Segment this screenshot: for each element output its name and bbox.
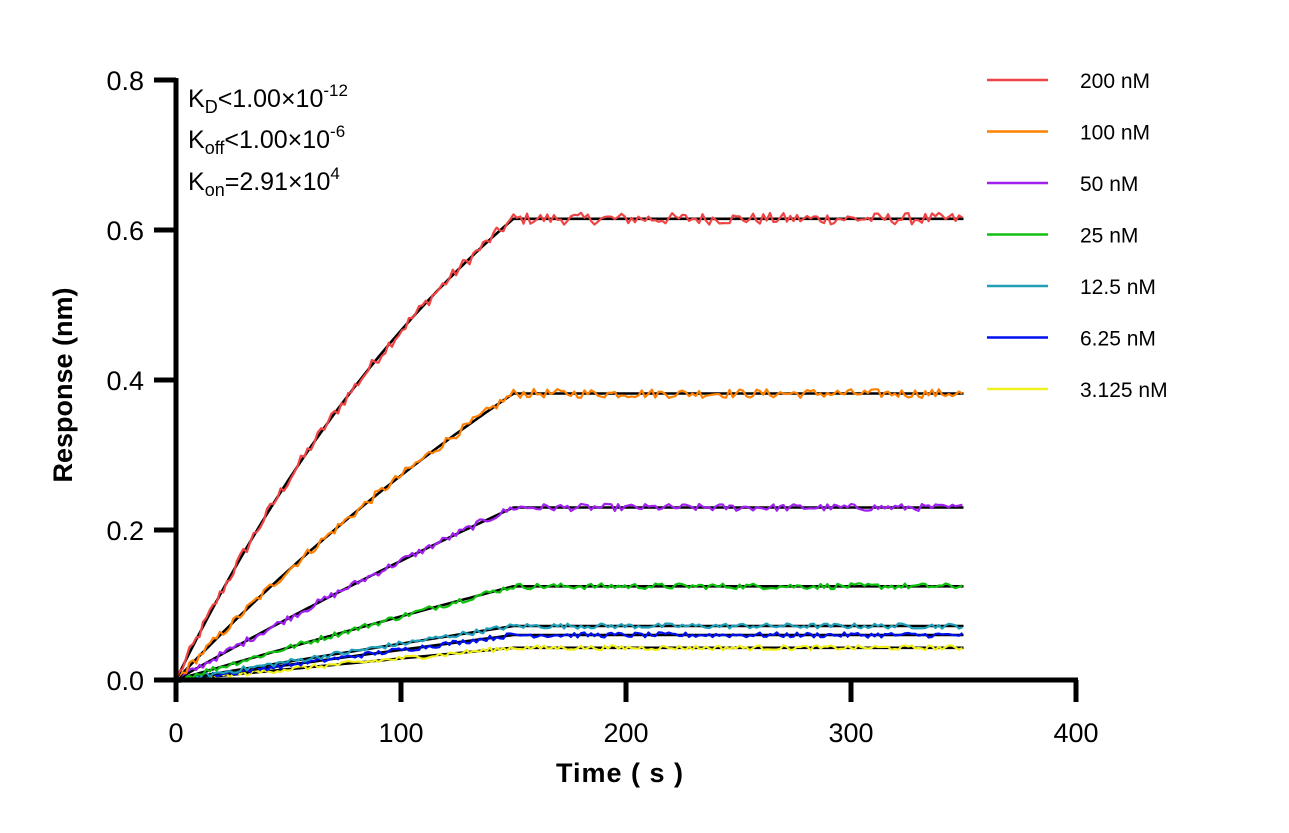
x-tick-label: 300 bbox=[828, 718, 873, 748]
y-tick-label: 0.8 bbox=[106, 66, 144, 96]
kon-annotation: Kon=2.91×104 bbox=[188, 164, 340, 200]
series-line bbox=[174, 211, 963, 681]
x-tick-label: 400 bbox=[1053, 718, 1098, 748]
y-tick-label: 0.0 bbox=[106, 666, 144, 696]
series-line bbox=[175, 502, 963, 681]
x-tick-label: 200 bbox=[603, 718, 648, 748]
series-line bbox=[175, 622, 963, 683]
kd-annotation: KD<1.00×10-12 bbox=[188, 81, 348, 117]
series-line bbox=[175, 582, 963, 683]
series-layer bbox=[174, 211, 964, 683]
legend-label: 50 nM bbox=[1080, 173, 1138, 196]
x-axis-label: Time ( s ) bbox=[556, 758, 684, 788]
legend-item: 100 nM bbox=[987, 122, 1150, 145]
y-tick-label: 0.6 bbox=[106, 216, 144, 246]
ticks-layer: 0 100 200 300 400 0.0 0.2 0.4 0.6 0.8 bbox=[106, 66, 1098, 748]
kinetics-annotation: KD<1.00×10-12 Koff<1.00×10-6 Kon=2.91×10… bbox=[188, 81, 348, 200]
x-tick-label: 0 bbox=[168, 718, 183, 748]
koff-annotation: Koff<1.00×10-6 bbox=[188, 122, 345, 158]
series-line bbox=[176, 631, 964, 682]
legend-item: 50 nM bbox=[987, 173, 1138, 196]
legend-label: 12.5 nM bbox=[1080, 276, 1156, 299]
x-tick-label: 100 bbox=[378, 718, 423, 748]
legend-item: 6.25 nM bbox=[987, 328, 1156, 351]
legend-label: 6.25 nM bbox=[1080, 328, 1156, 351]
legend-label: 200 nM bbox=[1080, 70, 1150, 93]
y-tick-label: 0.2 bbox=[106, 516, 144, 546]
fit-curve bbox=[175, 633, 964, 682]
legend-item: 25 nM bbox=[987, 225, 1138, 248]
series-line bbox=[175, 644, 963, 681]
y-axis-label: Response (nm) bbox=[48, 287, 78, 482]
y-tick-label: 0.4 bbox=[106, 366, 144, 396]
legend-item: 12.5 nM bbox=[987, 276, 1156, 299]
legend-label: 3.125 nM bbox=[1080, 379, 1168, 402]
fit-curve bbox=[175, 506, 964, 682]
legend-label: 100 nM bbox=[1080, 122, 1150, 145]
series-line bbox=[175, 387, 963, 681]
legend: 200 nM 100 nM 50 nM 25 nM 12.5 nM 6.25 nM 3.12… bbox=[987, 70, 1168, 402]
legend-item: 200 nM bbox=[987, 70, 1150, 93]
fit-curve bbox=[174, 217, 964, 681]
fit-curve bbox=[175, 646, 964, 682]
legend-label: 25 nM bbox=[1080, 225, 1138, 248]
legend-item: 3.125 nM bbox=[987, 379, 1168, 402]
